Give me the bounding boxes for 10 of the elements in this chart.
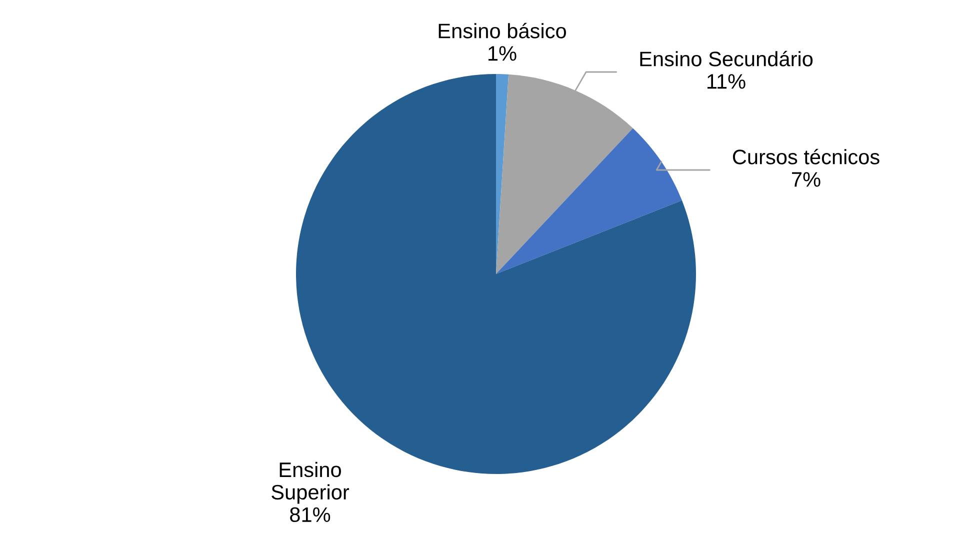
data-label: 11% (708, 74, 746, 89)
slice-label: Ensino Secundário (640, 50, 813, 66)
slice-label: Cursos técnicos (732, 148, 880, 164)
pie-slice (496, 128, 682, 274)
data-label: 1% (488, 46, 516, 61)
data-label: 7% (792, 172, 820, 187)
slice-label: Ensino básico (438, 22, 566, 38)
pie-slice (496, 74, 633, 274)
slice-label: Ensino Superior (272, 462, 350, 504)
data-label: 81% (290, 507, 330, 522)
